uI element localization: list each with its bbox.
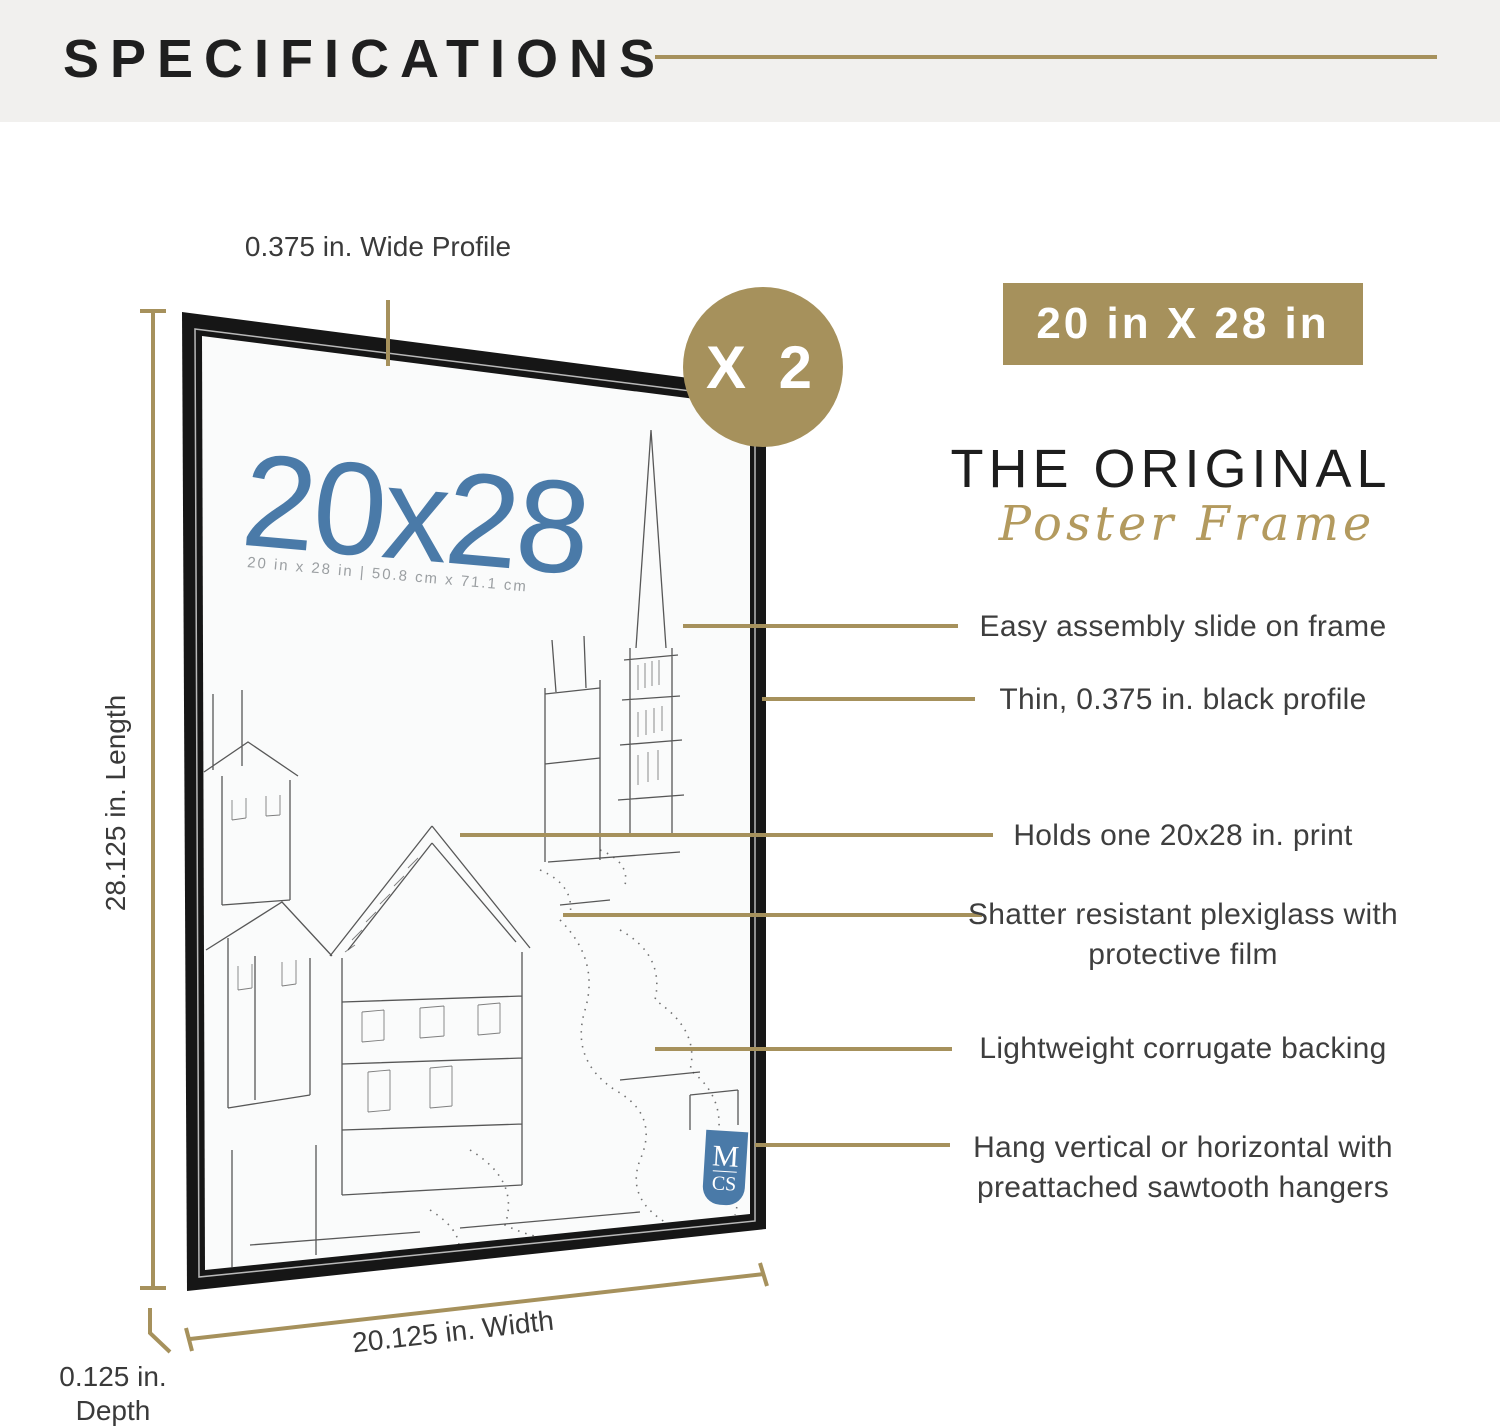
- feature-sawtooth-hangers: Hang vertical or horizontal with preatta…: [973, 1131, 1393, 1204]
- feature-backing: Lightweight corrugate backing: [979, 1032, 1387, 1065]
- header-band: [0, 0, 1500, 122]
- page-title: SPECIFICATIONS: [63, 29, 667, 89]
- profile-dimension-label: 0.375 in. Wide Profile: [244, 231, 512, 262]
- brand-headline: THE ORIGINAL: [950, 439, 1392, 499]
- header-rule: [655, 55, 1437, 59]
- brand-logo: M CS: [701, 1129, 749, 1207]
- feature-thin-profile: Thin, 0.375 in. black profile: [999, 683, 1367, 716]
- quantity-multiplier-badge: X 2: [683, 287, 843, 447]
- width-dimension-line: [189, 1272, 765, 1341]
- feature-plexiglass: Shatter resistant plexiglass with protec…: [967, 898, 1399, 971]
- brand-logo-letter-m: M: [711, 1138, 741, 1174]
- depth-dimension-label: 0.125 in. Depth: [33, 1360, 193, 1428]
- poster-paper: [202, 336, 750, 1270]
- depth-dimension-word: Depth: [75, 1395, 151, 1426]
- depth-marker: [148, 1308, 172, 1354]
- brand-script-subtitle: Poster Frame: [998, 496, 1376, 552]
- feature-easy-assembly: Easy assembly slide on frame: [979, 610, 1387, 643]
- feature-holds-print: Holds one 20x28 in. print: [1013, 819, 1353, 852]
- size-badge: 20 in X 28 in: [1003, 283, 1363, 365]
- length-dimension-label: 28.125 in. Length: [100, 694, 131, 912]
- depth-dimension-value: 0.125 in.: [59, 1361, 167, 1392]
- brand-logo-letters-cs: CS: [711, 1169, 738, 1196]
